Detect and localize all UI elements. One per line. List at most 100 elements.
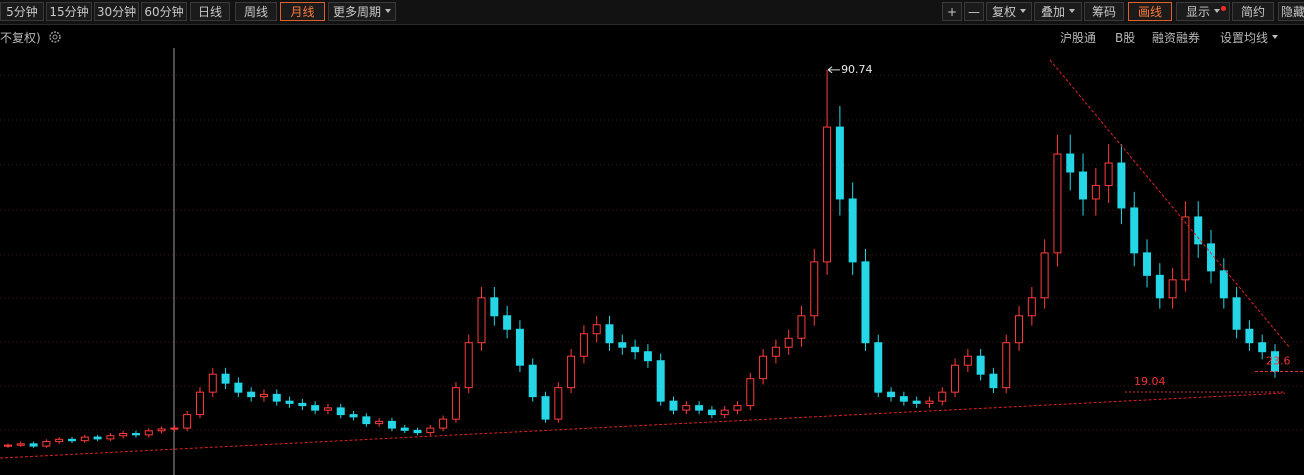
candle-body xyxy=(823,126,832,263)
candle-body xyxy=(682,405,691,411)
candle-body xyxy=(29,443,38,447)
candle-body xyxy=(1053,153,1062,254)
trend-line xyxy=(1049,59,1291,349)
link[interactable]: 设置均线 xyxy=(1220,29,1278,46)
candle-body xyxy=(1002,342,1011,389)
period-tab[interactable]: 30分钟 xyxy=(94,2,139,21)
candle-body xyxy=(707,409,716,416)
candle-body xyxy=(311,405,320,411)
candle-body xyxy=(131,432,140,436)
candle-body xyxy=(631,346,640,353)
link[interactable]: 沪股通 xyxy=(1060,31,1097,45)
candle-body xyxy=(1207,243,1216,272)
candle-body xyxy=(234,382,243,393)
period-tab[interactable]: 日线 xyxy=(190,2,230,21)
max-arrow xyxy=(827,66,841,74)
candle-body xyxy=(362,416,371,425)
tool-button[interactable]: 筹码 xyxy=(1084,2,1124,21)
candle-body xyxy=(771,346,780,357)
support-label: 19.04 xyxy=(1134,375,1166,388)
candle-body xyxy=(42,441,51,447)
candle-body xyxy=(643,351,652,362)
candle-body xyxy=(656,360,665,402)
candle-body xyxy=(285,400,294,404)
link[interactable]: B股 xyxy=(1115,31,1136,45)
candle-body xyxy=(1091,184,1100,200)
candle-body xyxy=(669,400,678,411)
candle-body xyxy=(1258,342,1267,353)
candle-body xyxy=(451,387,460,420)
candle-body xyxy=(4,444,12,447)
candle-body xyxy=(554,387,563,420)
candle-body xyxy=(618,342,627,348)
gear-icon[interactable] xyxy=(48,30,62,44)
subbar: 不复权) 沪股通 B股 融资融券 设置均线 xyxy=(0,25,1304,47)
chart: 90.74 23.6 19.04 xyxy=(0,48,1304,475)
candle-body xyxy=(439,418,448,429)
trend-line xyxy=(0,392,1286,459)
period-tab[interactable]: 周线 xyxy=(235,2,277,21)
period-more[interactable]: 更多周期 xyxy=(328,2,396,21)
candle-body xyxy=(733,405,742,411)
candle-body xyxy=(720,409,729,416)
candle-body xyxy=(1143,252,1152,276)
candle-body xyxy=(528,364,537,398)
candle-body xyxy=(247,391,256,398)
period-tab[interactable]: 60分钟 xyxy=(141,2,187,21)
tool-button[interactable]: 简约 xyxy=(1232,2,1274,21)
last-label: 23.6 xyxy=(1266,354,1291,367)
candle-body xyxy=(759,355,768,380)
candle-body xyxy=(951,364,960,393)
period-tab[interactable]: 月线 xyxy=(280,2,325,21)
candle-body xyxy=(349,414,358,418)
candle-body xyxy=(1117,162,1126,209)
period-tab[interactable]: 15分钟 xyxy=(46,2,92,21)
tool-button[interactable]: 显示 xyxy=(1176,2,1230,21)
candle-body xyxy=(336,407,345,416)
link[interactable]: 融资融券 xyxy=(1152,31,1201,45)
candle-body xyxy=(208,373,217,393)
zoom-in[interactable]: + xyxy=(942,2,962,21)
candle-body xyxy=(605,324,614,344)
candle-body xyxy=(323,407,332,411)
adjust-label: 不复权) xyxy=(0,31,41,45)
zoom-out[interactable]: — xyxy=(964,2,984,21)
candle-body xyxy=(119,432,128,437)
tool-button[interactable]: 隐藏 xyxy=(1278,2,1304,21)
candle-body xyxy=(1194,216,1203,245)
period-tab[interactable]: 5分钟 xyxy=(0,2,44,21)
candle-body xyxy=(1181,216,1190,281)
candle-body xyxy=(1155,274,1164,299)
candle-body xyxy=(413,429,422,434)
candle-body xyxy=(157,428,166,432)
candle-body xyxy=(503,315,512,330)
candle-body xyxy=(1066,153,1075,173)
candle-body xyxy=(887,391,896,398)
toolbar: 5分钟 15分钟 30分钟 60分钟 日线 周线 月线 更多周期 + — 复权 … xyxy=(0,0,1304,25)
tool-button[interactable]: 画线 xyxy=(1128,2,1172,21)
candle-body xyxy=(1015,315,1024,344)
candle-body xyxy=(579,333,588,357)
candle-body xyxy=(1232,297,1241,330)
candle-body xyxy=(477,297,486,344)
candle-body xyxy=(861,261,870,344)
candle-body xyxy=(400,427,409,431)
candle-body xyxy=(925,400,934,404)
candle-body xyxy=(746,378,755,407)
candle-body xyxy=(67,438,76,442)
tool-button[interactable]: 叠加 xyxy=(1034,2,1082,21)
candle-body xyxy=(592,324,601,335)
candle-body xyxy=(695,405,704,411)
candle-body xyxy=(195,391,204,416)
candle-body xyxy=(567,355,576,389)
max-label: 90.74 xyxy=(841,63,873,76)
candle-body xyxy=(272,393,281,402)
candle-body xyxy=(221,373,230,384)
tool-button[interactable]: 复权 xyxy=(986,2,1032,21)
candle-body xyxy=(797,315,806,339)
candle-body xyxy=(426,427,435,434)
candle-body xyxy=(541,396,550,420)
candle-body xyxy=(848,198,857,263)
candle-body xyxy=(144,430,153,436)
candle-body xyxy=(899,396,908,402)
